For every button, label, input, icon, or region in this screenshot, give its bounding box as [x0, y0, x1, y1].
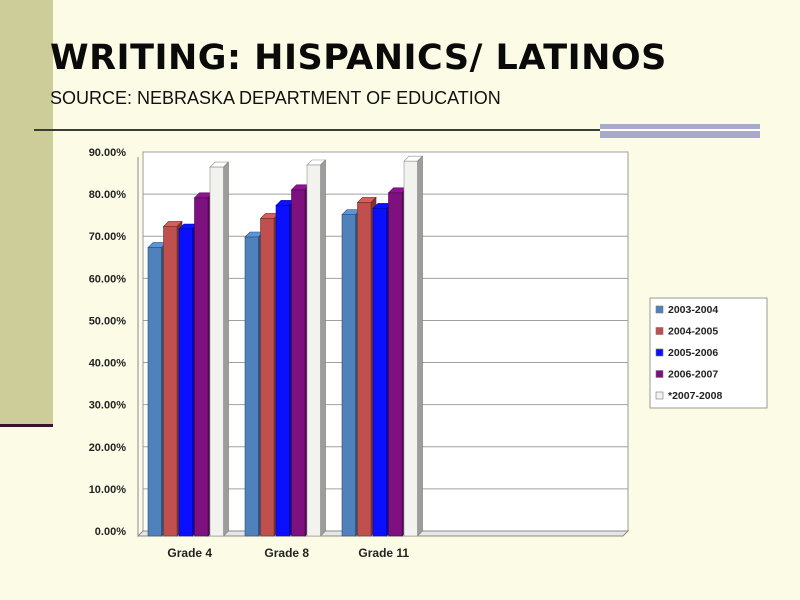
x-tick-label: Grade 8 [264, 546, 309, 560]
bar [403, 155, 424, 537]
bar-front [341, 214, 356, 537]
y-tick-label: 40.00% [89, 358, 127, 370]
y-tick-label: 30.00% [89, 400, 127, 412]
bar-front [357, 202, 372, 537]
legend-item: 2005-2006 [655, 347, 718, 359]
y-tick-label: 0.00% [95, 526, 126, 538]
y-tick-label: 50.00% [89, 315, 127, 327]
legend-label: 2003-2004 [668, 304, 718, 316]
bar-front [291, 189, 306, 537]
slide-side-bar [0, 0, 53, 425]
y-tick-label: 80.00% [89, 189, 127, 201]
bar [209, 161, 230, 537]
bar-front [275, 205, 290, 537]
bar-front [147, 247, 162, 537]
title-divider-accent [600, 124, 760, 138]
x-tick-label: Grade 4 [167, 546, 212, 560]
legend-swatch [655, 391, 664, 400]
bar-front [163, 226, 178, 537]
y-axis-tick-labels: 0.00% 10.00% 20.00% 30.00% 40.00% 50.00% 60.00… [89, 147, 127, 538]
legend-item: *2007-2008 [655, 390, 722, 402]
y-tick-label: 70.00% [89, 231, 127, 243]
legend-label: *2007-2008 [668, 390, 722, 402]
bar-front [244, 236, 259, 537]
legend-item: 2003-2004 [655, 304, 718, 316]
bar-side [320, 159, 326, 537]
y-tick-label: 20.00% [89, 442, 127, 454]
chart-legend: 2003-2004 2004-2005 2005-2006 2006-2007 *200… [649, 297, 768, 409]
bar [306, 159, 327, 537]
legend-label: 2006-2007 [668, 369, 718, 381]
y-tick-label: 60.00% [89, 273, 127, 285]
y-tick-label: 90.00% [89, 147, 127, 159]
bar-front [209, 166, 224, 537]
y-tick-label: 10.00% [89, 484, 127, 496]
x-axis-tick-labels: Grade 4 Grade 8 Grade 11 [167, 546, 409, 560]
legend-swatch [655, 305, 664, 314]
slide-title: WRITING: HISPANICS/ LATINOS [50, 38, 667, 78]
legend-box [649, 297, 768, 409]
legend-label: 2004-2005 [668, 326, 718, 338]
bar-front [178, 228, 193, 537]
bar-side [417, 155, 423, 537]
legend-item: 2004-2005 [655, 326, 718, 338]
x-tick-label: Grade 11 [358, 546, 409, 560]
legend-swatch [655, 327, 664, 335]
side-bar-underline [0, 424, 53, 427]
legend-swatch [655, 370, 664, 378]
bar-front [260, 218, 275, 537]
bar-front [194, 197, 209, 537]
bar-front [388, 192, 403, 537]
bar-front [306, 164, 321, 537]
legend-item: 2006-2007 [655, 369, 718, 381]
bar-front [372, 208, 387, 537]
slide-subtitle: SOURCE: NEBRASKA DEPARTMENT OF EDUCATION [50, 88, 501, 108]
title-divider [34, 129, 760, 131]
legend-label: 2005-2006 [668, 347, 718, 359]
chart-bars [147, 155, 424, 537]
legend-swatch [655, 348, 664, 357]
bar-side [223, 161, 229, 537]
bar-front [403, 160, 418, 537]
